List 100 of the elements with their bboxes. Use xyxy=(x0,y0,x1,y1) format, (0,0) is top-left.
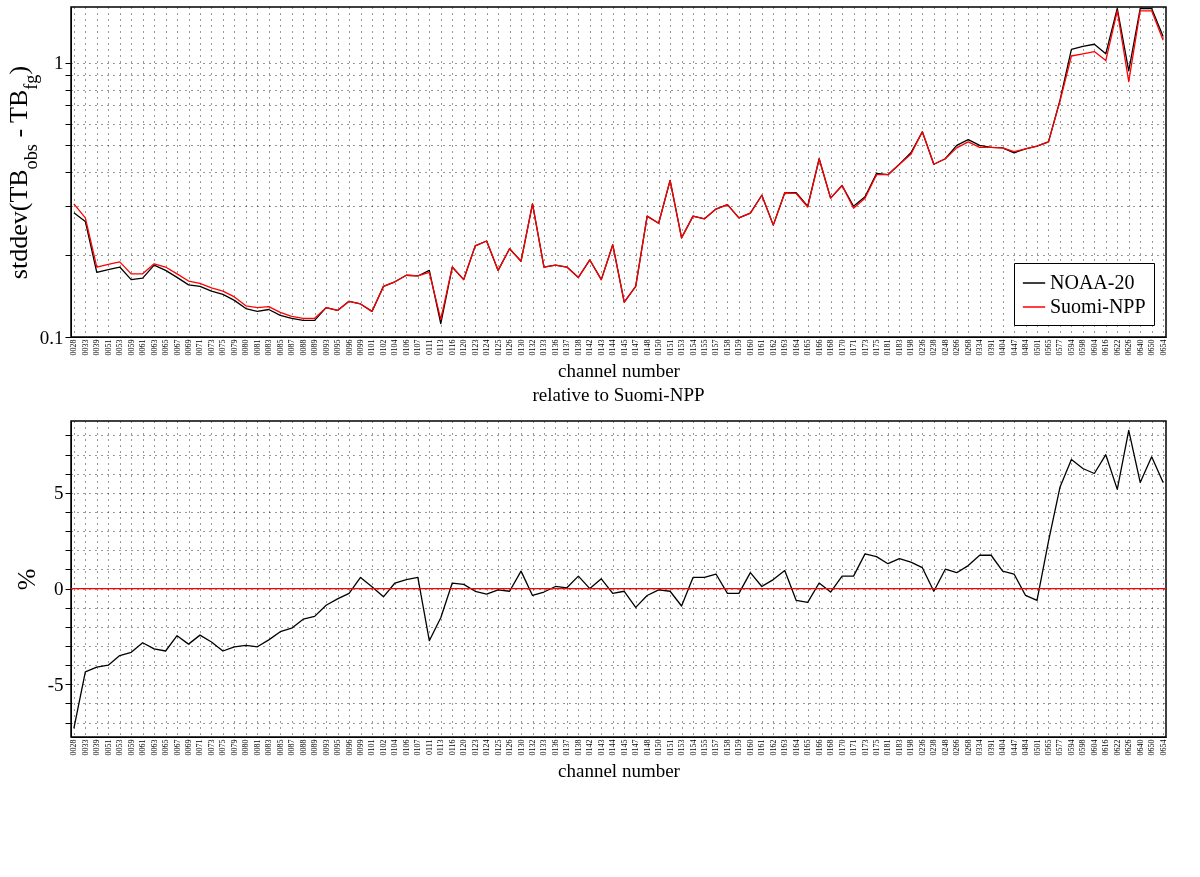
x-tick-label: 0248 xyxy=(940,339,950,356)
x-tick-label: 0061 xyxy=(138,739,148,756)
x-tick-label: 0039 xyxy=(92,339,102,356)
x-tick-label: 0268 xyxy=(963,339,973,356)
x-tick-label: 0096 xyxy=(344,339,354,356)
x-tick-label: 0577 xyxy=(1055,739,1065,756)
x-tick-label: 0063 xyxy=(149,739,159,756)
x-tick-label: 0145 xyxy=(619,339,629,356)
chart-title: relative to Suomi-NPP xyxy=(532,384,705,405)
x-tick-label: 0099 xyxy=(356,339,366,356)
x-tick-label: 0640 xyxy=(1135,339,1145,356)
x-tick-label: 0171 xyxy=(849,339,859,356)
x-tick-label: 0075 xyxy=(218,739,228,756)
x-tick-label: 0069 xyxy=(184,339,194,356)
x-tick-label: 0181 xyxy=(883,339,893,356)
x-tick-label: 0183 xyxy=(894,739,904,756)
x-tick-label: 0073 xyxy=(206,339,216,356)
x-tick-label: 0165 xyxy=(803,739,813,756)
x-tick-label: 0162 xyxy=(768,739,778,756)
x-tick-label: 0143 xyxy=(596,739,606,756)
x-tick-label: 0039 xyxy=(92,739,102,756)
x-tick-label: 0598 xyxy=(1078,739,1088,756)
x-tick-label: 0051 xyxy=(103,739,113,756)
x-tick-label: 0123 xyxy=(470,739,480,756)
x-tick-label: 0144 xyxy=(608,739,618,756)
x-tick-label: 0028 xyxy=(69,339,79,356)
x-tick-label: 0104 xyxy=(390,739,400,756)
x-tick-label: 0111 xyxy=(424,339,434,355)
x-tick-label: 0061 xyxy=(138,339,148,356)
x-tick-label: 0080 xyxy=(241,739,251,756)
x-tick-label: 0198 xyxy=(906,339,916,356)
x-tick-label: 0147 xyxy=(631,339,641,356)
x-tick-label: 0067 xyxy=(172,339,182,356)
x-tick-label: 0164 xyxy=(791,339,801,356)
x-tick-label: 0093 xyxy=(321,739,331,756)
x-tick-label: 0095 xyxy=(333,339,343,356)
x-tick-label: 0159 xyxy=(734,739,744,756)
x-tick-label: 0594 xyxy=(1066,339,1076,356)
x-tick-label: 0148 xyxy=(642,339,652,356)
x-tick-label: 0154 xyxy=(688,739,698,756)
x-tick-label: 0143 xyxy=(596,339,606,356)
x-tick-label: 0142 xyxy=(585,739,595,756)
x-tick-label: 0065 xyxy=(161,739,171,756)
y-tick-label: -5 xyxy=(47,673,64,695)
x-tick-label: 0170 xyxy=(837,339,847,356)
x-tick-label: 0175 xyxy=(871,739,881,756)
x-tick-label: 0069 xyxy=(184,739,194,756)
x-axis-title: channel number xyxy=(558,359,681,381)
x-tick-label: 0153 xyxy=(677,739,687,756)
x-tick-label: 0654 xyxy=(1158,739,1168,756)
x-tick-label: 0033 xyxy=(80,739,90,756)
x-tick-label: 0391 xyxy=(986,339,996,356)
x-tick-label: 0142 xyxy=(585,339,595,356)
x-tick-label: 0266 xyxy=(952,739,962,756)
x-tick-label: 0028 xyxy=(69,739,79,756)
x-tick-label: 0053 xyxy=(115,739,125,756)
x-tick-label: 0164 xyxy=(791,739,801,756)
x-tick-label: 0604 xyxy=(1089,339,1099,356)
x-tick-label: 0161 xyxy=(757,739,767,756)
x-tick-label: 0102 xyxy=(378,339,388,356)
x-tick-label: 0622 xyxy=(1112,739,1122,756)
x-tick-label: 0088 xyxy=(298,739,308,756)
x-tick-label: 0130 xyxy=(516,739,526,756)
x-tick-label: 0640 xyxy=(1135,739,1145,756)
x-tick-label: 0238 xyxy=(929,739,939,756)
x-tick-label: 0166 xyxy=(814,339,824,356)
x-tick-label: 0160 xyxy=(745,739,755,756)
x-tick-label: 0447 xyxy=(1009,339,1019,356)
x-tick-label: 0404 xyxy=(998,339,1008,356)
x-tick-label: 0248 xyxy=(940,739,950,756)
x-tick-label: 0616 xyxy=(1101,739,1111,756)
x-tick-label: 0107 xyxy=(413,339,423,356)
x-tick-label: 0087 xyxy=(287,739,297,756)
x-tick-label: 0067 xyxy=(172,739,182,756)
x-tick-label: 0063 xyxy=(149,339,159,356)
x-tick-label: 0126 xyxy=(505,339,515,356)
x-tick-label: 0101 xyxy=(367,339,377,356)
x-tick-label: 0111 xyxy=(424,739,434,755)
x-tick-label: 0053 xyxy=(115,339,125,356)
x-tick-label: 0071 xyxy=(195,739,205,756)
x-tick-label: 0166 xyxy=(814,739,824,756)
x-tick-label: 0626 xyxy=(1124,339,1134,356)
x-tick-label: 0594 xyxy=(1066,739,1076,756)
x-tick-label: 0145 xyxy=(619,739,629,756)
x-tick-label: 0085 xyxy=(275,739,285,756)
x-tick-label: 0138 xyxy=(573,739,583,756)
x-tick-label: 0404 xyxy=(998,739,1008,756)
x-tick-label: 0151 xyxy=(665,739,675,756)
x-tick-label: 0171 xyxy=(849,739,859,756)
x-tick-label: 0088 xyxy=(298,339,308,356)
x-tick-label: 0113 xyxy=(436,739,446,756)
x-tick-label: 0163 xyxy=(780,339,790,356)
x-tick-label: 0170 xyxy=(837,739,847,756)
y-tick-label: 5 xyxy=(54,482,64,504)
x-tick-label: 0124 xyxy=(482,739,492,756)
x-tick-label: 0071 xyxy=(195,339,205,356)
x-tick-label: 0150 xyxy=(654,739,664,756)
x-tick-label: 0093 xyxy=(321,339,331,356)
x-tick-label: 0501 xyxy=(1032,339,1042,356)
x-tick-label: 0159 xyxy=(734,339,744,356)
